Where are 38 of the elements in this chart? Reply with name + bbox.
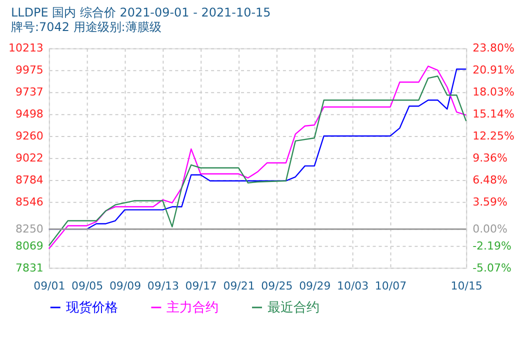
x-tick-label: 09/17 (185, 279, 217, 292)
x-tick-label: 09/01 (34, 279, 66, 292)
y2-tick-label: 18.03% (472, 86, 514, 99)
y-tick-label: 9498 (15, 108, 44, 121)
y-tick-label: 8784 (15, 173, 44, 186)
y2-tick-label: 0.00% (472, 222, 508, 236)
x-tick-label: 09/05 (72, 279, 104, 292)
legend-label: 主力合约 (166, 299, 219, 316)
y2-tick-label: 6.48% (472, 173, 508, 186)
y-tick-label: 8546 (15, 195, 44, 208)
y2-tick-label: 23.80% (472, 42, 514, 55)
y2-tick-label: -5.07% (472, 261, 512, 274)
x-tick-label: 10/15 (450, 279, 482, 292)
x-tick-label: 09/21 (223, 279, 255, 292)
legend-label: 现货价格 (66, 300, 118, 316)
y-tick-label: 9975 (15, 64, 44, 77)
y2-tick-label: 12.25% (472, 130, 514, 143)
chart-subtitle: 牌号:7042 用途级别:薄膜级 (10, 20, 162, 34)
y-tick-label: 10213 (8, 42, 44, 55)
y-tick-label: 9260 (15, 130, 44, 143)
x-tick-label: 09/29 (299, 279, 331, 292)
y2-tick-label: 3.59% (472, 195, 508, 208)
y2-tick-label: 15.14% (472, 108, 514, 121)
chart-title: LLDPE 国内 综合价 2021-09-01 - 2021-10-15 (10, 5, 271, 20)
x-tick-label: 10/07 (374, 279, 407, 292)
y-tick-label: 8069 (15, 239, 44, 252)
y-tick-label: 9022 (15, 151, 44, 164)
x-tick-label: 09/09 (109, 279, 142, 292)
y2-tick-label: -2.19% (472, 239, 512, 252)
y-tick-label: 9737 (15, 86, 44, 99)
y-tick-label: 7831 (15, 261, 44, 274)
y2-tick-label: 20.91% (472, 64, 514, 77)
legend-label: 最近合约 (267, 300, 320, 316)
y-tick-label: 8250 (15, 222, 44, 236)
x-tick-label: 10/03 (337, 279, 369, 292)
x-tick-label: 09/13 (147, 279, 180, 292)
y2-tick-label: 9.36% (472, 152, 508, 165)
x-tick-label: 09/25 (261, 279, 293, 292)
